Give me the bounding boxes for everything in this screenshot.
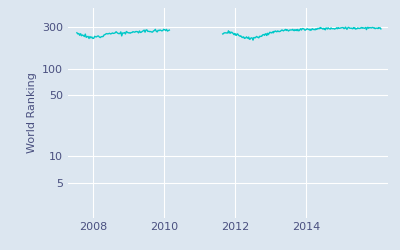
Y-axis label: World Ranking: World Ranking <box>26 72 36 153</box>
